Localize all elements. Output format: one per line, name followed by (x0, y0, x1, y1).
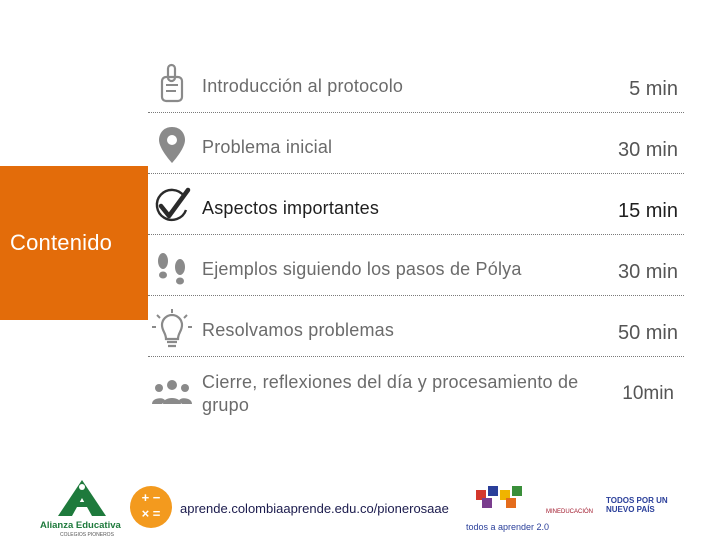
map-pin-icon (150, 123, 194, 167)
calc-symbols: + − × = (141, 490, 161, 521)
agenda-time: 30 min (617, 261, 678, 283)
agenda-label: Aspectos importantes (202, 198, 380, 218)
agenda-label: Ejemplos siguiendo los pasos de Pólya (202, 259, 522, 279)
finger-count-icon (150, 62, 194, 106)
nuevo-pais-logo: TODOS POR UN NUEVO PAÍS (606, 496, 670, 514)
nuevo-pais-label: TODOS POR UN NUEVO PAÍS (606, 496, 668, 514)
agenda-row: Resolvamos problemas 50 min (148, 296, 684, 357)
footprints-icon (150, 245, 194, 289)
agenda-row: Introducción al protocolo 5 min (148, 52, 684, 113)
todos-a-aprender-logo: todos a aprender 2.0 (466, 484, 549, 532)
section-tab-contenido: Contenido (0, 166, 148, 320)
todos-a-aprender-label: todos a aprender 2.0 (466, 522, 550, 532)
checkmark-icon (150, 184, 194, 228)
agenda-time: 30 min (617, 139, 678, 161)
agenda-row: Ejemplos siguiendo los pasos de Pólya 30… (148, 235, 684, 296)
footer-url-link[interactable]: aprende.colombiaaprende.edu.co/pionerosa… (180, 501, 449, 516)
lightbulb-icon (150, 306, 194, 350)
group-icon (150, 371, 194, 415)
agenda-time: 50 min (617, 322, 678, 344)
section-tab-label: Contenido (10, 230, 113, 255)
agenda-label: Introducción al protocolo (202, 76, 404, 96)
agenda-time: 5 min (629, 78, 678, 100)
agenda-label: Cierre, reflexiones del día y procesamie… (202, 372, 579, 415)
agenda-time: 10min (622, 383, 674, 404)
mineducacion-label: MINEDUCACIÓN (546, 509, 594, 515)
alianza-brand-text: Alianza Educativa (40, 520, 121, 531)
alianza-tag-text: COLEGIOS PIONEROS (60, 532, 114, 538)
agenda-row-active: Aspectos importantes 15 min (148, 174, 684, 235)
agenda-list: Introducción al protocolo 5 min Problema… (148, 52, 684, 437)
calculator-symbols-icon: + − × = (130, 486, 172, 528)
agenda-label: Resolvamos problemas (202, 320, 395, 340)
mineducacion-logo: MINEDUCACIÓN (546, 500, 593, 518)
footer-logos: Alianza Educativa COLEGIOS PIONEROS + − … (0, 470, 720, 540)
agenda-row: Problema inicial 30 min (148, 113, 684, 174)
agenda-time: 15 min (617, 200, 678, 222)
alianza-educativa-logo: Alianza Educativa COLEGIOS PIONEROS (38, 478, 128, 538)
agenda-label: Problema inicial (202, 137, 333, 157)
agenda-row: Cierre, reflexiones del día y procesamie… (148, 357, 684, 437)
